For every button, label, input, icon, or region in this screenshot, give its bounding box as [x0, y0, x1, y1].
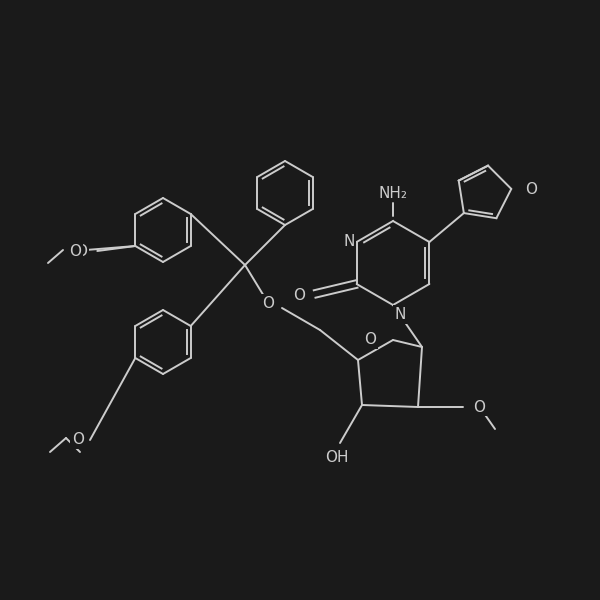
- Text: O: O: [262, 295, 274, 311]
- Text: O: O: [473, 400, 485, 415]
- Text: N: N: [343, 235, 355, 250]
- Text: O: O: [69, 245, 81, 259]
- Text: O: O: [364, 332, 376, 347]
- Text: O: O: [72, 433, 84, 448]
- Text: O: O: [75, 244, 87, 259]
- Text: O: O: [525, 182, 537, 197]
- Text: OH: OH: [325, 449, 349, 464]
- Text: O: O: [293, 287, 305, 302]
- Text: NH₂: NH₂: [379, 185, 407, 200]
- Text: N: N: [395, 307, 406, 322]
